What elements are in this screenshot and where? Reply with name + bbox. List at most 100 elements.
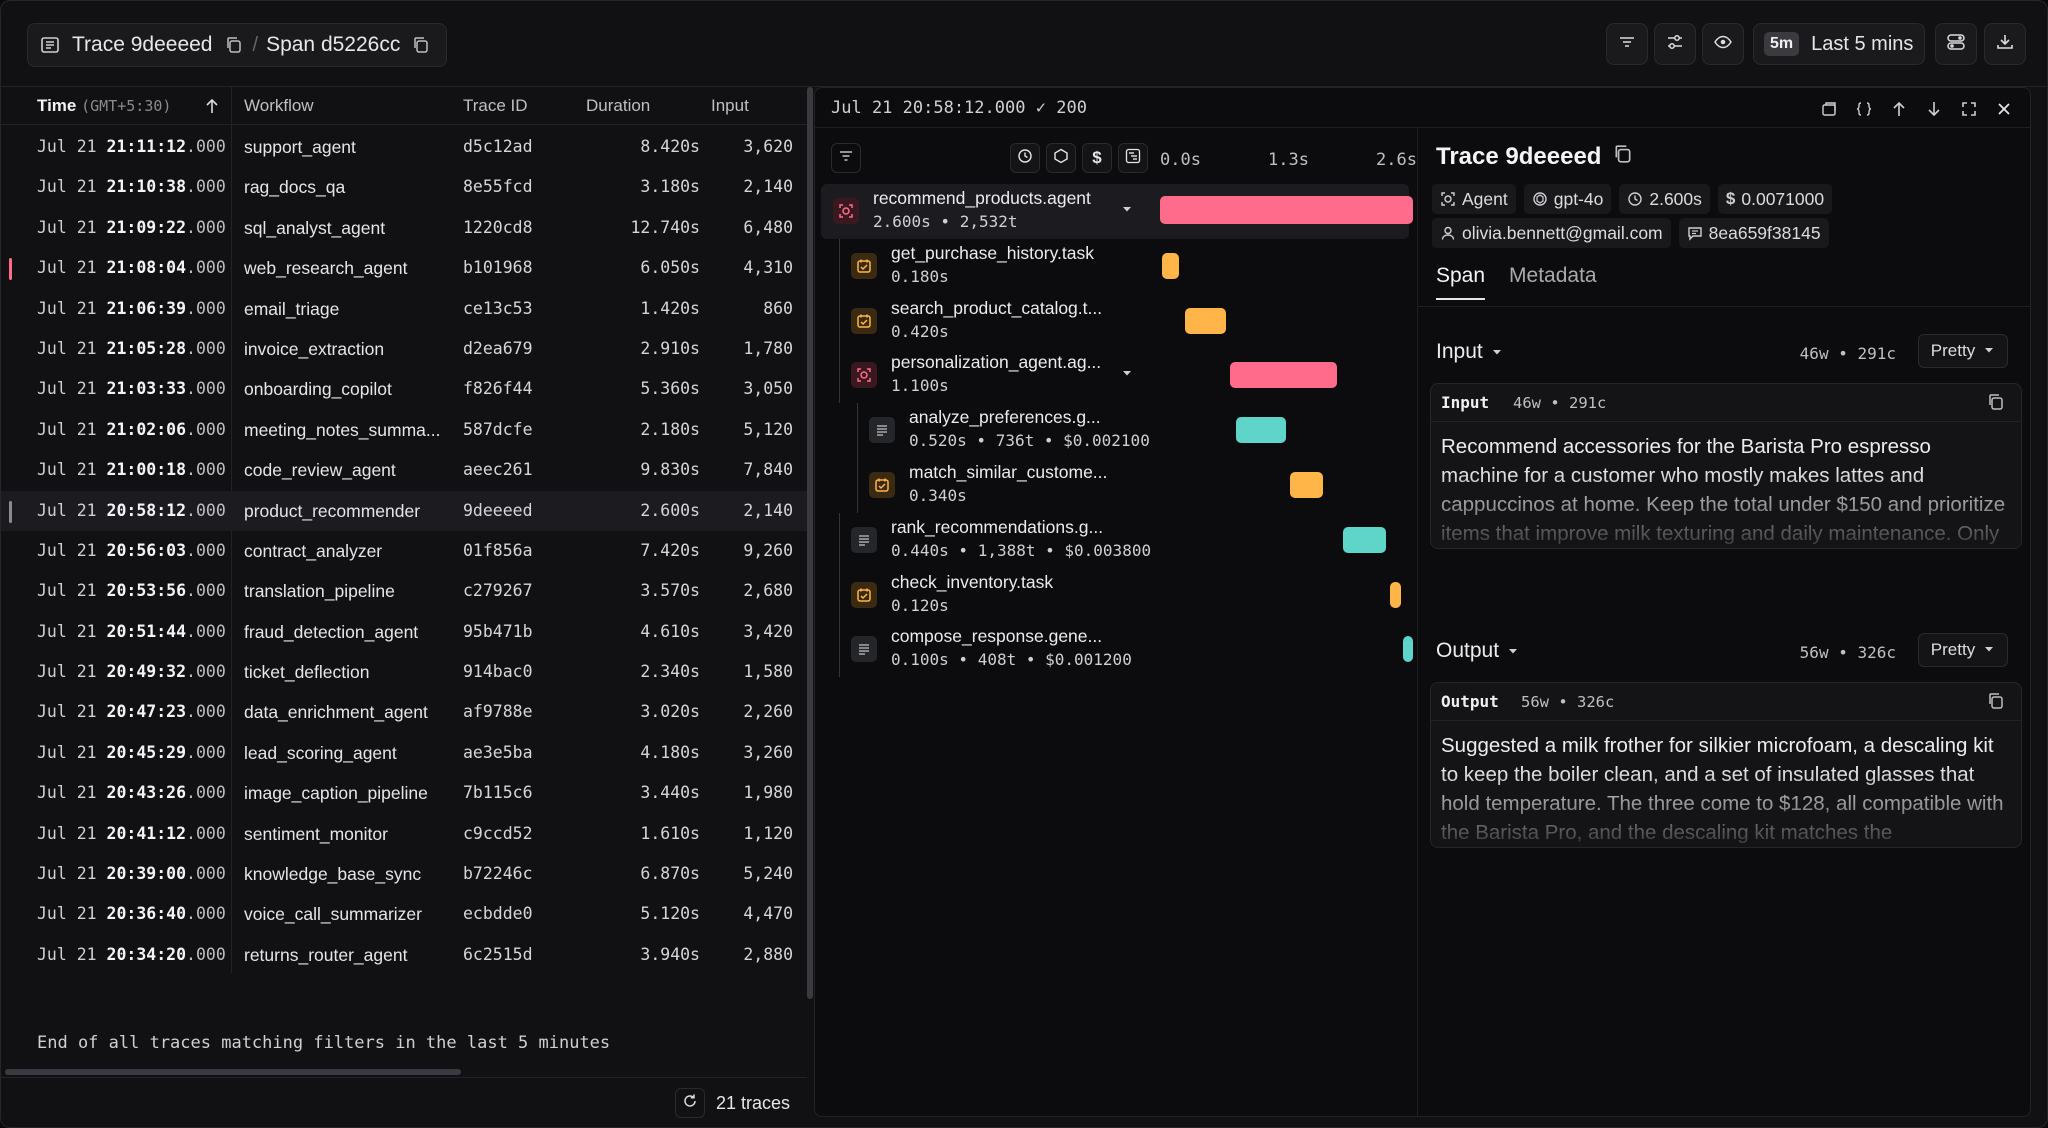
- refresh-button[interactable]: [675, 1088, 705, 1118]
- span-row[interactable]: personalization_agent.ag... 1.100s: [815, 348, 1415, 404]
- detail-tabs: Span Metadata: [1436, 264, 1597, 300]
- cell-duration: 3.570s: [640, 581, 700, 601]
- table-row[interactable]: Jul 21 21:08:04.000 web_research_agent b10…: [1, 248, 807, 288]
- table-row[interactable]: Jul 21 20:53:56.000 translation_pipeline c…: [1, 571, 807, 611]
- table-row[interactable]: Jul 21 20:56:03.000 contract_analyzer 01f8…: [1, 531, 807, 571]
- download-button[interactable]: [1984, 23, 2026, 65]
- row-status-marker: [9, 500, 12, 523]
- table-row[interactable]: Jul 21 21:03:33.000 onboarding_copilot f82…: [1, 369, 807, 409]
- expand-icon[interactable]: [1956, 96, 1982, 122]
- table-row[interactable]: Jul 21 20:41:12.000 sentiment_monitor c9cc…: [1, 814, 807, 854]
- breadcrumb-trace[interactable]: Trace 9deeeed: [72, 33, 213, 56]
- span-row[interactable]: rank_recommendations.g... 0.440s • 1,388t…: [815, 512, 1415, 568]
- table-row[interactable]: Jul 21 20:58:12.000 product_recommender 9d…: [1, 490, 807, 531]
- table-row[interactable]: Jul 21 20:39:00.000 knowledge_base_sync b7…: [1, 854, 807, 894]
- span-duration-bar[interactable]: [1235, 417, 1287, 444]
- input-format-select[interactable]: Pretty: [1918, 334, 2008, 368]
- table-row[interactable]: Jul 21 21:05:28.000 invoice_extraction d2e…: [1, 329, 807, 369]
- settings-sliders-button[interactable]: [1654, 23, 1696, 65]
- span-duration-bar[interactable]: [1403, 636, 1414, 663]
- span-duration-bar[interactable]: [1230, 362, 1338, 389]
- collapse-chevron-icon[interactable]: [1121, 366, 1135, 380]
- span-duration-bar[interactable]: [1389, 581, 1402, 608]
- table-row[interactable]: Jul 21 20:49:32.000 ticket_deflection 914b…: [1, 652, 807, 692]
- breadcrumb-span[interactable]: Span d5226cc: [266, 33, 401, 56]
- column-input[interactable]: Input: [711, 96, 749, 115]
- cell-trace-id: ae3e5ba: [463, 742, 533, 762]
- table-row[interactable]: Jul 21 21:09:22.000 sql_analyst_agent 1220…: [1, 208, 807, 248]
- span-row[interactable]: match_similar_custome... 0.340s: [815, 457, 1415, 513]
- sort-ascending-icon[interactable]: [204, 97, 220, 120]
- filter-button[interactable]: [1606, 23, 1648, 65]
- table-row[interactable]: Jul 21 20:51:44.000 fraud_detection_agent…: [1, 612, 807, 652]
- tokens-toggle-button[interactable]: [1046, 143, 1076, 173]
- table-row[interactable]: Jul 21 21:06:39.000 email_triage ce13c53 1.…: [1, 289, 807, 329]
- span-name: compose_response.gene...: [891, 626, 1103, 647]
- copy-input-icon[interactable]: [1987, 393, 2007, 413]
- agent-icon: [1440, 191, 1456, 207]
- span-row[interactable]: recommend_products.agent 2.600s • 2,532t: [821, 184, 1413, 239]
- cell-workflow: support_agent: [244, 137, 356, 157]
- tab-span[interactable]: Span: [1436, 264, 1486, 300]
- copy-icon[interactable]: [1613, 143, 1633, 171]
- span-duration-bar[interactable]: [1185, 307, 1227, 334]
- latency-toggle-button[interactable]: [1010, 143, 1040, 173]
- tab-metadata[interactable]: Metadata: [1509, 264, 1597, 287]
- table-row[interactable]: Jul 21 20:43:26.000 image_caption_pipelin…: [1, 773, 807, 813]
- span-duration-bar[interactable]: [1160, 196, 1413, 224]
- span-duration-bar[interactable]: [1161, 252, 1180, 279]
- output-format-select[interactable]: Pretty: [1918, 633, 2008, 667]
- table-row[interactable]: Jul 21 20:36:40.000 voice_call_summarizer…: [1, 894, 807, 934]
- column-workflow[interactable]: Workflow: [244, 96, 314, 115]
- json-braces-icon[interactable]: [1851, 96, 1877, 122]
- cell-workflow: lead_scoring_agent: [244, 742, 397, 763]
- timeline-filter-button[interactable]: [831, 143, 861, 173]
- column-duration[interactable]: Duration: [586, 96, 651, 115]
- horizontal-scrollbar[interactable]: [1, 1067, 807, 1077]
- table-row[interactable]: Jul 21 20:34:20.000 returns_router_agent 6…: [1, 935, 807, 975]
- cell-duration: 3.940s: [640, 944, 700, 964]
- dock-icon[interactable]: [1816, 96, 1842, 122]
- column-time[interactable]: Time (GMT+5:30): [37, 96, 172, 115]
- span-duration-bar[interactable]: [1290, 471, 1324, 498]
- close-icon[interactable]: [1991, 96, 2017, 122]
- cell-time: Jul 21 20:47:23.000: [37, 702, 226, 722]
- toggle-options-button[interactable]: [1935, 23, 1977, 65]
- copy-span-icon[interactable]: [410, 34, 432, 56]
- arrow-down-icon[interactable]: [1921, 96, 1947, 122]
- table-row[interactable]: Jul 21 20:45:29.000 lead_scoring_agent ae3…: [1, 733, 807, 773]
- span-row[interactable]: search_product_catalog.t... 0.420s: [815, 293, 1415, 349]
- copy-output-icon[interactable]: [1987, 692, 2007, 712]
- cell-input: 4,310: [743, 258, 793, 278]
- eye-icon: [1713, 32, 1733, 57]
- table-row[interactable]: Jul 21 21:10:38.000 rag_docs_qa 8e55fcd 3.1…: [1, 167, 807, 207]
- arrow-up-icon[interactable]: [1886, 96, 1912, 122]
- span-meta: 0.420s: [891, 321, 949, 341]
- span-row[interactable]: get_purchase_history.task 0.180s: [815, 238, 1415, 294]
- time-range-button[interactable]: 5m Last 5 mins: [1753, 23, 1925, 65]
- table-row[interactable]: Jul 21 20:47:23.000 data_enrichment_agent…: [1, 692, 807, 732]
- chip-label: 0.0071000: [1741, 188, 1825, 209]
- span-row[interactable]: compose_response.gene... 0.100s • 408t • …: [815, 622, 1415, 678]
- table-row[interactable]: Jul 21 21:00:18.000 code_review_agent aeec…: [1, 450, 807, 490]
- span-meta: 2.600s • 2,532t: [873, 212, 1018, 231]
- table-row[interactable]: Jul 21 21:02:06.000 meeting_notes_summa..…: [1, 410, 807, 450]
- sidebar-toggle-icon[interactable]: [36, 31, 64, 59]
- input-section-toggle[interactable]: Input: [1436, 340, 1503, 364]
- cost-toggle-button[interactable]: $: [1082, 143, 1112, 173]
- tree-guide-line: [857, 403, 858, 458]
- span-row[interactable]: analyze_preferences.g... 0.520s • 736t • …: [815, 403, 1415, 458]
- timeline-chart-toggle-button[interactable]: [1118, 143, 1148, 173]
- table-row[interactable]: Jul 21 21:11:12.000 support_agent d5c12ad 8…: [1, 127, 807, 167]
- span-duration-bar[interactable]: [1342, 526, 1386, 553]
- output-section-toggle[interactable]: Output: [1436, 639, 1519, 663]
- view-button[interactable]: [1702, 23, 1744, 65]
- copy-trace-icon[interactable]: [223, 34, 245, 56]
- tree-guide-line: [839, 567, 840, 623]
- span-row[interactable]: check_inventory.task 0.120s: [815, 567, 1415, 623]
- detail-chip: 2.600s: [1619, 184, 1710, 214]
- collapse-chevron-icon[interactable]: [1121, 202, 1135, 216]
- vertical-scrollbar[interactable]: [807, 87, 813, 999]
- column-trace-id[interactable]: Trace ID: [463, 96, 528, 115]
- axis-label-end: 2.6s: [1376, 150, 1417, 170]
